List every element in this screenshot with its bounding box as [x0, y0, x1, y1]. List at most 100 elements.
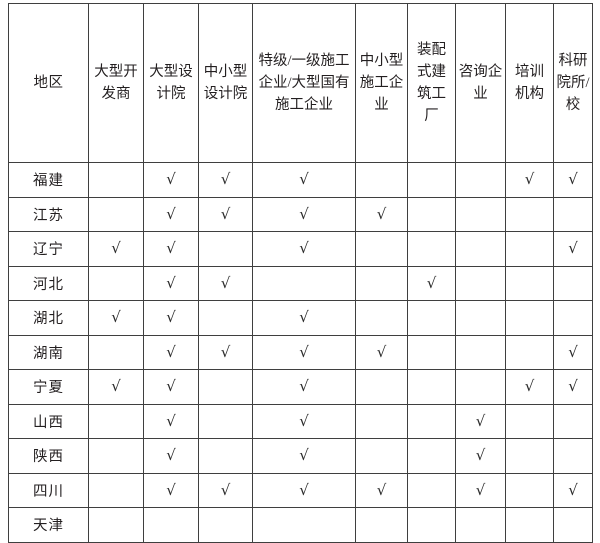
blank-marker	[304, 286, 305, 287]
cell-empty	[407, 231, 456, 267]
cell-checked: √	[252, 438, 356, 474]
blank-marker	[431, 251, 432, 252]
check-icon: √	[166, 377, 176, 396]
table-row: 山西 √ √ √	[8, 403, 593, 439]
blank-marker	[225, 320, 226, 321]
cell-empty	[355, 438, 408, 474]
cell-checked: √	[198, 334, 253, 370]
check-icon: √	[220, 480, 231, 499]
table-row: 天津	[8, 507, 593, 543]
cell-checked: √	[252, 162, 356, 198]
blank-marker	[573, 458, 574, 459]
cell-empty	[407, 369, 456, 405]
region-name-cell: 陕西	[8, 438, 89, 474]
cell-checked: √	[355, 196, 408, 232]
cell-empty	[553, 507, 593, 543]
table-row: 陕西 √ √ √	[8, 438, 593, 474]
cell-empty	[455, 162, 506, 198]
check-icon: √	[524, 170, 535, 189]
region-name-cell: 四川	[8, 472, 89, 508]
blank-marker	[431, 355, 432, 356]
blank-marker	[225, 458, 226, 459]
cell-empty	[88, 507, 144, 543]
blank-marker	[431, 493, 432, 494]
cell-checked: √	[355, 334, 408, 370]
blank-marker	[381, 389, 382, 390]
check-icon: √	[299, 308, 309, 327]
column-header-prefab-building-factory: 装配式建筑工厂	[407, 3, 456, 163]
blank-marker	[381, 182, 382, 183]
cell-checked: √	[88, 300, 144, 336]
cell-empty	[88, 162, 144, 198]
blank-marker	[381, 424, 382, 425]
check-icon: √	[299, 411, 309, 430]
cell-empty	[198, 369, 253, 405]
cell-empty	[553, 438, 593, 474]
blank-marker	[529, 286, 530, 287]
blank-marker	[116, 182, 117, 183]
check-icon: √	[376, 480, 387, 499]
cell-checked: √	[143, 472, 199, 508]
cell-checked: √	[198, 265, 253, 301]
blank-marker	[381, 251, 382, 252]
blank-marker	[225, 389, 226, 390]
check-icon: √	[220, 273, 231, 292]
region-name-cell: 湖南	[8, 334, 89, 370]
check-icon: √	[166, 342, 176, 361]
cell-empty	[88, 334, 144, 370]
table-row: 四川 √ √ √ √ √ √	[8, 472, 593, 508]
check-icon: √	[299, 342, 309, 361]
check-icon: √	[166, 308, 176, 327]
check-icon: √	[376, 342, 387, 361]
cell-empty	[505, 507, 554, 543]
blank-marker	[381, 458, 382, 459]
check-icon: √	[111, 239, 121, 258]
cell-empty	[553, 265, 593, 301]
blank-marker	[225, 527, 226, 528]
survey-table-container: 地区 大型开发商 大型设计院 中小型设计院 特级/一级施工企业/大型国有施工企业…	[8, 3, 593, 543]
cell-checked: √	[252, 403, 356, 439]
column-header-consulting-firm: 咨询企业	[455, 3, 506, 163]
region-name-cell: 辽宁	[8, 231, 89, 267]
cell-checked: √	[553, 334, 593, 370]
region-name-cell: 河北	[8, 265, 89, 301]
cell-empty	[252, 507, 356, 543]
cell-empty	[455, 265, 506, 301]
blank-marker	[529, 251, 530, 252]
blank-marker	[116, 493, 117, 494]
cell-empty	[88, 265, 144, 301]
cell-checked: √	[252, 334, 356, 370]
cell-empty	[455, 300, 506, 336]
cell-empty	[455, 369, 506, 405]
check-icon: √	[568, 239, 578, 258]
column-header-training-institution: 培训机构	[505, 3, 554, 163]
cell-empty	[455, 334, 506, 370]
cell-checked: √	[252, 472, 356, 508]
check-icon: √	[568, 342, 578, 361]
blank-marker	[381, 286, 382, 287]
cell-empty	[455, 196, 506, 232]
column-header-research-institute-school: 科研院所/校	[553, 3, 593, 163]
check-icon: √	[299, 446, 309, 465]
cell-empty	[88, 472, 144, 508]
cell-checked: √	[455, 403, 506, 439]
blank-marker	[116, 286, 117, 287]
cell-checked: √	[505, 369, 554, 405]
cell-empty	[505, 231, 554, 267]
cell-empty	[505, 403, 554, 439]
blank-marker	[431, 182, 432, 183]
cell-empty	[505, 196, 554, 232]
blank-marker	[431, 320, 432, 321]
table-body: 福建 √ √ √ √ √ 江苏 √ √ √ √ 辽宁 √ √ √ √ 河北 √ √ √ 湖北 √ √ √ 湖南 √ √ √ √ √ 宁夏 √ √…	[8, 162, 593, 543]
cell-empty	[198, 438, 253, 474]
cell-checked: √	[553, 162, 593, 198]
cell-empty	[355, 231, 408, 267]
blank-marker	[573, 286, 574, 287]
blank-marker	[431, 217, 432, 218]
region-enterprise-type-table: 地区 大型开发商 大型设计院 中小型设计院 特级/一级施工企业/大型国有施工企业…	[8, 3, 593, 543]
blank-marker	[225, 251, 226, 252]
cell-checked: √	[505, 162, 554, 198]
blank-marker	[573, 320, 574, 321]
region-name-cell: 湖北	[8, 300, 89, 336]
column-header-small-medium-design-institute: 中小型设计院	[198, 3, 253, 163]
